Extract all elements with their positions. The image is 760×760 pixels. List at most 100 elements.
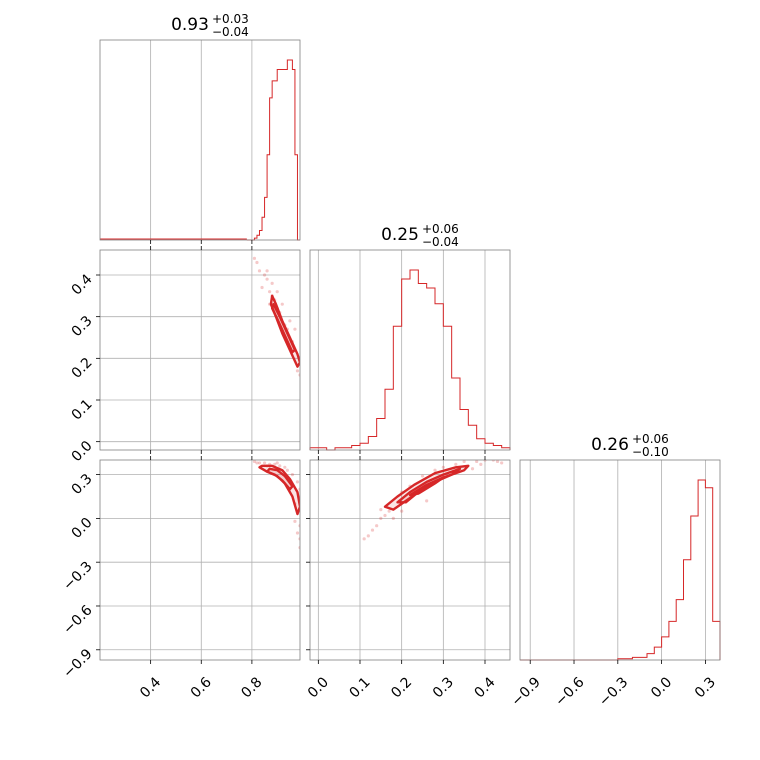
contour-level-3 bbox=[408, 476, 445, 497]
hist-3-title: 0.26 bbox=[591, 435, 629, 455]
scatter-point bbox=[387, 509, 391, 513]
ytick-label: −0.6 bbox=[60, 602, 95, 637]
scatter-point bbox=[252, 256, 257, 260]
scatter-point bbox=[366, 534, 370, 538]
title-median: 0.25 bbox=[381, 225, 419, 245]
ytick-label: 0.1 bbox=[69, 396, 96, 423]
scatter-point bbox=[375, 524, 379, 528]
hist-2-title: 0.25 bbox=[381, 225, 419, 245]
scatter-point bbox=[265, 277, 269, 281]
ytick-label: 0.0 bbox=[69, 438, 96, 465]
title-median: 0.93 bbox=[171, 15, 209, 35]
scatter-point bbox=[257, 461, 262, 465]
xtick-label: 0.3 bbox=[430, 674, 457, 701]
hist-1-title: 0.93 bbox=[171, 15, 209, 35]
xtick-label: 0.2 bbox=[388, 674, 415, 701]
hist-3-step-line bbox=[520, 479, 721, 661]
scatter-point bbox=[462, 460, 466, 464]
scatter-point bbox=[479, 462, 483, 466]
scatter-point bbox=[295, 531, 300, 535]
ytick-label: 0.0 bbox=[69, 515, 96, 542]
pair-2-frame bbox=[309, 459, 511, 661]
scatter-point bbox=[280, 302, 284, 306]
ytick-label: 0.2 bbox=[69, 355, 96, 382]
scatter-point bbox=[454, 462, 458, 466]
xtick-label: 0.6 bbox=[188, 674, 215, 701]
scatter-point bbox=[293, 519, 297, 523]
scatter-point bbox=[268, 290, 272, 294]
scatter-point bbox=[362, 537, 366, 541]
scatter-point bbox=[441, 465, 445, 469]
scatter-point bbox=[379, 516, 383, 520]
ytick-label: −0.3 bbox=[60, 559, 95, 594]
scatter-point bbox=[262, 273, 267, 277]
scatter-point bbox=[255, 461, 259, 465]
scatter-point bbox=[420, 474, 425, 478]
ytick-label: 0.4 bbox=[69, 271, 96, 298]
title-minus-3: −0.10 bbox=[632, 445, 669, 459]
xtick-label: 0.3 bbox=[692, 674, 719, 701]
title-minus-2: −0.04 bbox=[422, 235, 459, 249]
scatter-point bbox=[257, 269, 262, 273]
hist-2-frame bbox=[309, 249, 511, 451]
contour-level-2 bbox=[265, 467, 294, 491]
scatter-point bbox=[293, 327, 297, 331]
scatter-point bbox=[379, 508, 383, 512]
scatter-point bbox=[295, 369, 300, 373]
scatter-point bbox=[260, 285, 264, 290]
hist-1-step-line bbox=[246, 59, 300, 241]
scatter-point bbox=[290, 472, 295, 477]
hist-panel-2: 0.25 +0.06−0.04 bbox=[309, 222, 511, 454]
hist-panel-1: 0.93 +0.03−0.04 bbox=[99, 12, 301, 244]
scatter-point bbox=[425, 499, 429, 503]
pair-1-frame bbox=[99, 459, 301, 661]
scatter-point bbox=[433, 468, 437, 472]
xtick-label: 0.4 bbox=[137, 674, 164, 701]
scatter-point bbox=[495, 460, 500, 464]
hist-2-step-line bbox=[309, 269, 511, 451]
pair-1-content bbox=[252, 460, 300, 550]
xtick-label: −0.6 bbox=[552, 674, 587, 709]
title-plus-2: +0.06 bbox=[422, 222, 459, 236]
pair-0-frame bbox=[99, 249, 301, 451]
scatter-point bbox=[470, 467, 475, 471]
title-minus-1: −0.04 bbox=[212, 25, 249, 39]
scatter-point bbox=[252, 460, 257, 464]
scatter-point bbox=[273, 462, 277, 466]
xtick-label: −0.9 bbox=[508, 674, 543, 709]
scatter-point bbox=[391, 516, 395, 520]
xtick-label: 0.0 bbox=[648, 674, 675, 701]
pair-panel-2-3 bbox=[306, 456, 511, 664]
scatter-point bbox=[265, 269, 269, 273]
hist-1-frame bbox=[99, 39, 301, 241]
scatter-point bbox=[283, 465, 287, 469]
xtick-label: 0.1 bbox=[347, 674, 374, 701]
scatter-point bbox=[262, 461, 267, 465]
scatter-point bbox=[278, 464, 282, 468]
pair-2-content bbox=[362, 460, 504, 541]
scatter-point bbox=[400, 509, 404, 513]
ytick-label: 0.3 bbox=[69, 313, 96, 340]
xtick-label: 0.0 bbox=[305, 674, 332, 701]
scatter-point bbox=[288, 319, 292, 323]
xtick-label: 0.4 bbox=[472, 674, 499, 701]
xtick-label: −0.3 bbox=[596, 674, 631, 709]
pair-panel-1-3 bbox=[96, 456, 301, 664]
scatter-point bbox=[370, 528, 375, 532]
hist-panel-3: 0.26 +0.06−0.10 bbox=[519, 432, 721, 664]
scatter-point bbox=[270, 281, 274, 285]
pair-0-content bbox=[252, 256, 300, 377]
hist-3-frame bbox=[519, 459, 721, 661]
ytick-label: 0.3 bbox=[69, 471, 96, 498]
scatter-point bbox=[275, 290, 279, 294]
scatter-point bbox=[275, 461, 279, 465]
scatter-point bbox=[475, 460, 479, 464]
scatter-point bbox=[383, 513, 387, 518]
scatter-point bbox=[255, 260, 259, 265]
ytick-label: −0.9 bbox=[60, 646, 95, 681]
title-plus-1: +0.03 bbox=[212, 12, 249, 26]
scatter-point bbox=[295, 480, 300, 484]
contour-level-2 bbox=[270, 302, 297, 354]
scatter-point bbox=[500, 461, 504, 465]
